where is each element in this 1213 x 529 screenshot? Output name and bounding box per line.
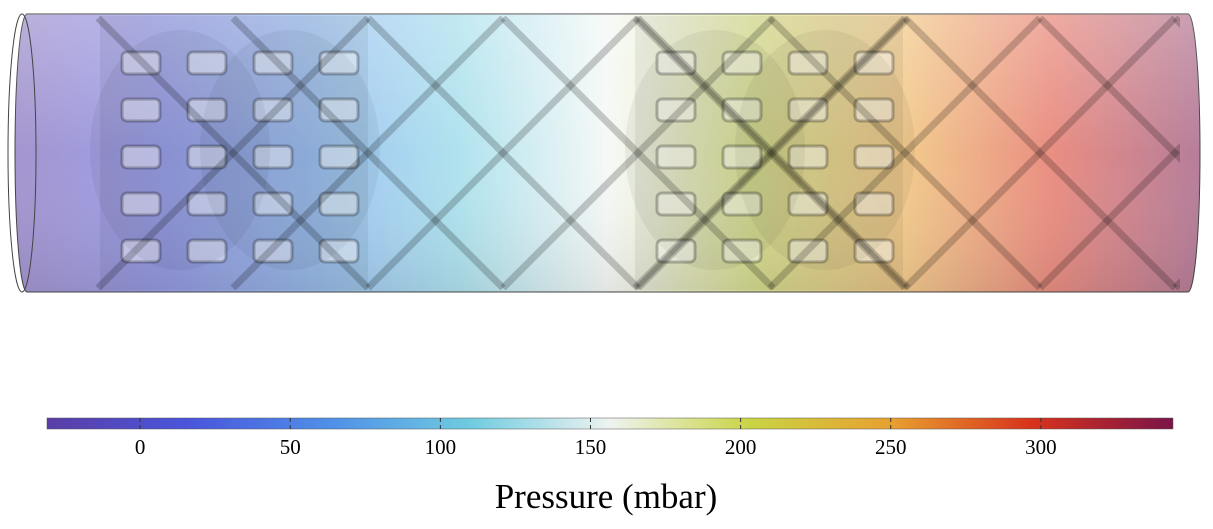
- colorbar: [47, 418, 1173, 429]
- tick-label: 200: [725, 435, 757, 459]
- figure: 0 50 100 150 200 250 300 Pressure (mbar): [0, 0, 1213, 529]
- colorbar-label: Pressure (mbar): [495, 477, 718, 516]
- tick-label: 100: [425, 435, 457, 459]
- tick-label: 50: [280, 435, 301, 459]
- simulation-model: [8, 14, 1213, 292]
- tick-label: 300: [1025, 435, 1057, 459]
- tick-label: 0: [135, 435, 146, 459]
- tick-label: 150: [575, 435, 607, 459]
- tick-label: 250: [875, 435, 907, 459]
